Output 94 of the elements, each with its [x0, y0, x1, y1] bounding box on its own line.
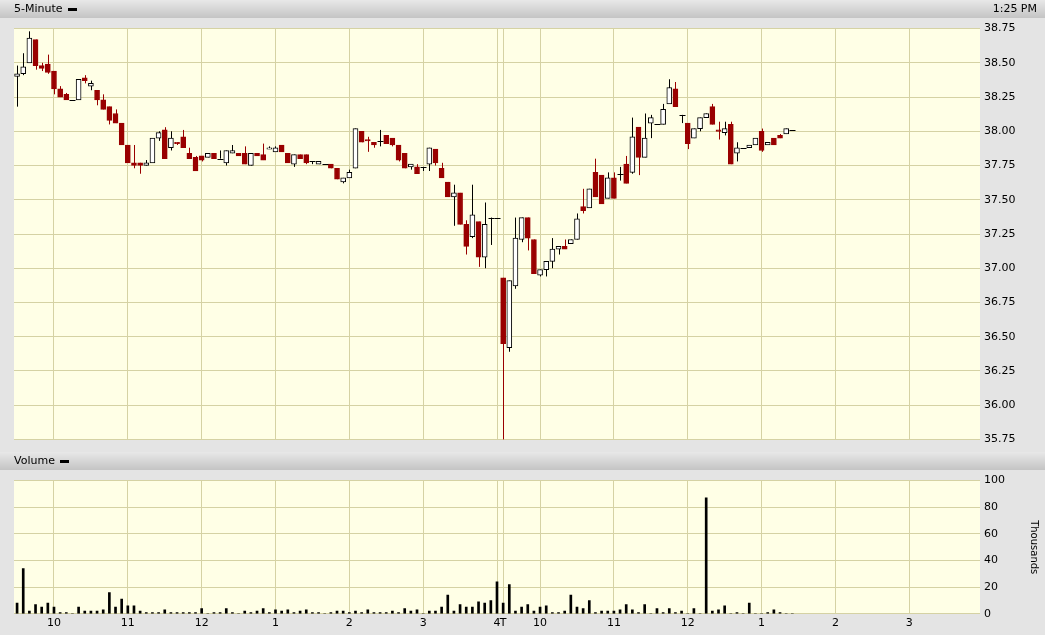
x-tick-label: 11	[606, 616, 621, 630]
candlestick	[463, 219, 470, 256]
bar	[587, 600, 591, 614]
candlestick	[377, 129, 384, 147]
bar	[261, 608, 265, 614]
y-tick-label: 80	[984, 500, 998, 514]
x-tick-label: 12	[194, 616, 209, 630]
bar	[747, 602, 751, 614]
candlestick	[623, 155, 630, 184]
chart-title: Volume	[14, 453, 56, 469]
y-tick-label: 20	[984, 580, 998, 594]
bar	[440, 606, 443, 614]
x-tick-label: 1	[758, 616, 766, 630]
bar	[274, 609, 277, 614]
bar	[366, 609, 370, 614]
x-tick-label: 10	[533, 616, 548, 630]
x-tick-label: 3	[419, 616, 427, 630]
y-tick-label: 37.50	[984, 192, 1016, 206]
bar	[520, 606, 523, 614]
candlestick	[51, 70, 57, 95]
bar	[704, 497, 708, 614]
y-tick-label: 36.75	[984, 295, 1016, 309]
y-tick-label: 38.25	[984, 89, 1016, 103]
bar	[34, 604, 37, 614]
bar	[631, 609, 634, 614]
bar	[21, 568, 25, 614]
x-tick-label: T	[498, 616, 507, 630]
candlestick	[131, 144, 137, 169]
y-tick-label: 36.50	[984, 329, 1016, 343]
bar	[120, 598, 124, 614]
bar	[403, 608, 407, 614]
x-tick-label: 1	[272, 616, 279, 630]
bar	[624, 604, 628, 614]
candlestick	[666, 78, 673, 105]
bar	[464, 606, 468, 614]
bar	[286, 609, 290, 614]
candlestick	[617, 166, 624, 182]
bar	[544, 605, 548, 614]
y-tick-label: 0	[984, 606, 991, 620]
bar	[101, 609, 105, 614]
y-tick-label: 37.00	[984, 261, 1016, 275]
x-tick-label: 2	[831, 616, 839, 630]
bar	[224, 608, 228, 614]
text: 1:25 PM	[992, 1, 1037, 17]
bar	[304, 609, 308, 614]
x-tick-label: 2	[345, 616, 353, 630]
y-tick-label: 38.75	[984, 21, 1016, 35]
bar	[77, 606, 80, 614]
y-tick-label: 37.25	[984, 226, 1016, 240]
y-tick-label: 35.75	[984, 432, 1016, 446]
bar	[163, 609, 167, 614]
bar	[40, 606, 44, 614]
y-tick-label: 38.50	[984, 55, 1016, 69]
candlestick	[647, 114, 654, 139]
candlestick	[604, 171, 611, 199]
candlestick	[45, 54, 51, 75]
bar	[667, 608, 671, 614]
y-tick-label: 60	[984, 526, 998, 540]
chart-title: 5-Minute	[14, 1, 64, 17]
candlestick	[574, 212, 580, 240]
candlestick	[168, 130, 174, 151]
x-tick-label: 3	[905, 616, 913, 630]
bar	[114, 606, 117, 614]
candlestick	[118, 122, 125, 146]
bar	[483, 602, 487, 614]
bar	[643, 604, 646, 614]
candlestick	[20, 52, 27, 76]
x-tick-label: 10	[46, 616, 61, 630]
candlestick	[611, 171, 617, 199]
bar	[471, 606, 474, 614]
x-tick-label: 11	[120, 616, 135, 630]
candlestick	[580, 188, 586, 214]
candlestick	[734, 141, 740, 162]
y-tick-label: 100	[984, 473, 1005, 487]
bar	[477, 601, 480, 614]
y-tick-label: 36.25	[984, 363, 1016, 377]
x-tick-label: 12	[680, 616, 695, 630]
bar	[200, 608, 203, 614]
y-tick-label: 40	[984, 553, 998, 567]
y-tick-label: 38.00	[984, 124, 1016, 138]
bar	[723, 605, 726, 614]
bar	[108, 592, 111, 614]
candlestick	[14, 65, 20, 108]
candlestick	[217, 149, 224, 160]
bar	[526, 604, 530, 614]
y-axis-title: Thousands	[1029, 519, 1041, 575]
bar	[126, 605, 130, 614]
bar	[717, 609, 720, 614]
y-tick-label: 37.75	[984, 158, 1016, 172]
bar	[446, 594, 450, 614]
x-tick-label: 4	[493, 616, 501, 630]
bar	[507, 584, 511, 614]
y-tick-label: 36.00	[984, 398, 1016, 412]
candlestick	[684, 122, 691, 150]
